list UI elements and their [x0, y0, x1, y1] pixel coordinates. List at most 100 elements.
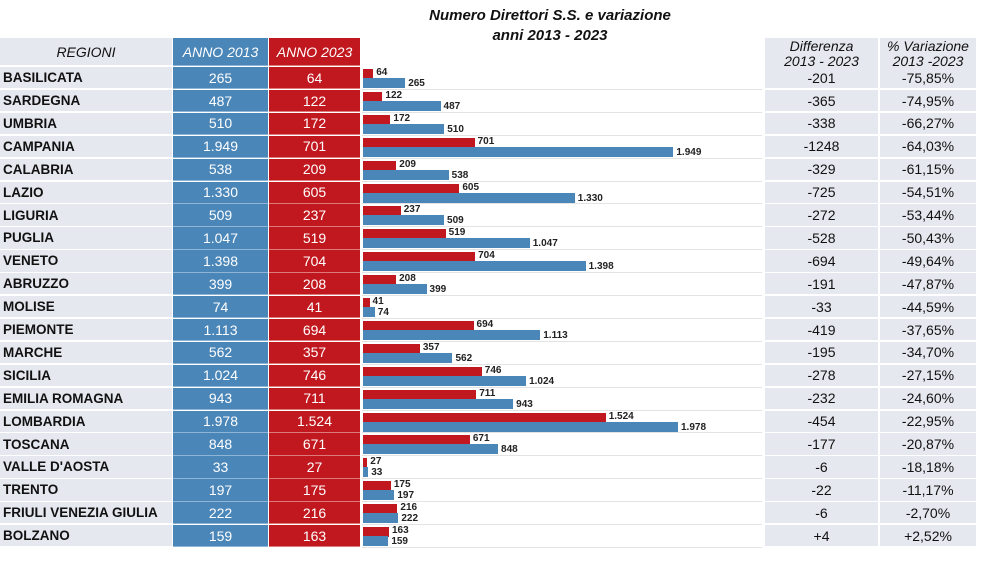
header-pct-line2: 2013 -2023 — [892, 52, 964, 69]
row-gridline — [362, 157, 762, 159]
bar-2013 — [363, 490, 395, 501]
difference-value: -454 — [765, 410, 878, 433]
bar-2013 — [363, 123, 445, 134]
bar-2023 — [363, 527, 389, 537]
value-2023: 27 — [269, 456, 360, 479]
value-2023: 175 — [269, 479, 360, 502]
bar-label-2023: 237 — [403, 204, 421, 216]
bar-label-2023: 704 — [478, 250, 495, 262]
bar-2013 — [363, 100, 441, 111]
variation-value: -20,87% — [880, 433, 976, 456]
region-label: PUGLIA — [0, 227, 172, 250]
bar-2023 — [363, 252, 476, 263]
variation-value: -75,85% — [880, 67, 976, 90]
region-label: VALLE D'AOSTA — [0, 456, 172, 479]
bar-label-2013: 509 — [447, 215, 464, 227]
variation-value: -61,15% — [880, 158, 976, 181]
value-2013: 265 — [173, 67, 268, 90]
row-gridline — [362, 386, 762, 388]
bar-label-2023: 163 — [391, 525, 409, 536]
region-label: MOLISE — [0, 296, 172, 319]
value-2013: 1.330 — [173, 181, 268, 204]
difference-value: +4 — [765, 525, 878, 548]
value-2023: 172 — [269, 112, 360, 136]
value-2013: 1.024 — [173, 364, 268, 388]
row-gridline — [362, 546, 762, 548]
region-label: UMBRIA — [0, 112, 172, 136]
row-gridline — [362, 134, 762, 136]
variation-value: -47,87% — [880, 273, 976, 296]
bar-2023 — [363, 229, 446, 240]
difference-value: -1248 — [765, 135, 878, 159]
bar-2013 — [363, 284, 427, 295]
header-diff-line1: Differenza — [789, 37, 854, 54]
value-2023: 711 — [269, 387, 360, 410]
title-line: Numero Direttori S.S. e variazione — [429, 7, 671, 24]
value-2023: 122 — [269, 89, 360, 113]
difference-value: -33 — [765, 296, 878, 319]
variation-value: -11,17% — [880, 479, 976, 502]
bar-label-2013: 562 — [455, 352, 473, 364]
difference-value: -191 — [765, 273, 878, 296]
bar-label-2023: 701 — [477, 135, 495, 147]
bar-2013 — [363, 215, 445, 226]
variation-value: -64,03% — [880, 135, 976, 159]
row-gridline — [362, 88, 762, 90]
bar-2013 — [363, 78, 406, 88]
row-gridline — [362, 203, 762, 205]
region-label: CAMPANIA — [0, 135, 172, 159]
difference-value: -278 — [765, 364, 878, 388]
bar-label-2013: 197 — [397, 490, 415, 502]
value-2013: 399 — [173, 273, 268, 296]
bar-label-2013: 1.978 — [681, 421, 707, 433]
region-label: TRENTO — [0, 479, 172, 502]
value-2013: 1.978 — [173, 410, 268, 433]
bar-2013 — [363, 352, 453, 363]
bar-label-2023: 671 — [472, 433, 490, 445]
bar-2013 — [363, 169, 449, 180]
bar-2023 — [363, 91, 383, 102]
bar-label-2023: 175 — [393, 479, 411, 491]
bar-2013 — [363, 261, 586, 272]
row-gridline — [362, 478, 762, 480]
bar-label-2023: 519 — [448, 227, 466, 239]
row-gridline — [362, 409, 762, 411]
value-2023: 605 — [269, 181, 360, 204]
region-label: MARCHE — [0, 341, 172, 365]
bar-2013 — [363, 146, 674, 157]
region-label: LIGURIA — [0, 204, 172, 227]
bar-label-2013: 487 — [443, 100, 461, 112]
value-2023: 237 — [269, 204, 360, 227]
bar-2023 — [363, 481, 391, 492]
bar-2023 — [363, 137, 475, 148]
bar-label-2023: 172 — [393, 112, 411, 124]
bar-2013 — [363, 444, 499, 455]
value-2023: 357 — [269, 341, 360, 365]
bar-2023 — [363, 366, 482, 377]
row-gridline — [362, 111, 762, 113]
bar-2013 — [363, 192, 575, 203]
bar-label-2013: 74 — [377, 307, 389, 318]
value-2013: 33 — [173, 456, 268, 479]
bar-label-2023: 711 — [479, 387, 496, 399]
value-2023: 1.524 — [269, 410, 360, 433]
difference-value: -528 — [765, 227, 878, 250]
difference-value: -272 — [765, 204, 878, 227]
variation-value: -27,15% — [880, 364, 976, 388]
region-label: EMILIA ROMAGNA — [0, 387, 172, 410]
row-gridline — [362, 455, 762, 457]
value-2023: 64 — [269, 67, 360, 90]
header-regioni: REGIONI — [0, 38, 172, 66]
difference-value: -694 — [765, 250, 878, 273]
bar-label-2013: 265 — [408, 78, 425, 89]
value-2013: 538 — [173, 158, 268, 181]
variation-value: -24,60% — [880, 387, 976, 410]
bar-2023 — [363, 275, 397, 286]
region-label: LOMBARDIA — [0, 410, 172, 433]
value-2013: 74 — [173, 296, 268, 319]
variation-value: -44,59% — [880, 296, 976, 319]
value-2013: 943 — [173, 387, 268, 410]
row-gridline — [362, 249, 762, 251]
header-differenza: Differenza 2013 - 2023 — [765, 38, 878, 70]
